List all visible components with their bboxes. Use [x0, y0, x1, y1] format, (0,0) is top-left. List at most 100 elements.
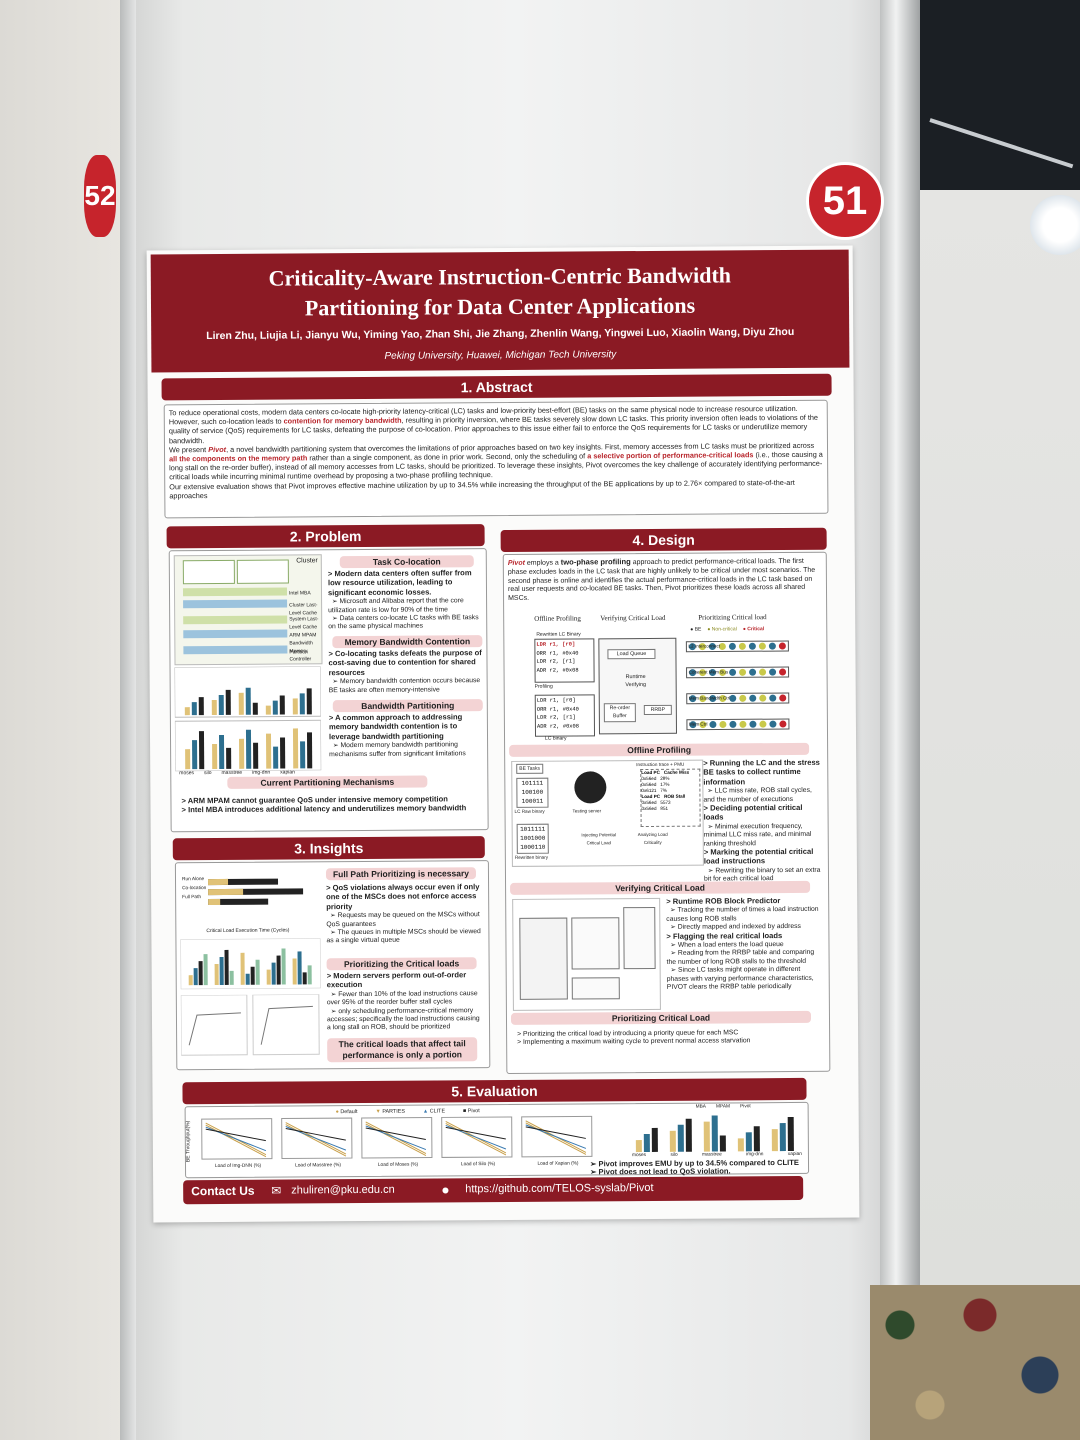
queue-entry [718, 642, 726, 650]
eval-bar [635, 1140, 642, 1153]
phase-offline: Offline Profiling [534, 614, 581, 623]
right-wall [920, 190, 1080, 1290]
problem-bar-charts [174, 666, 322, 772]
spotlight-lamp [1030, 195, 1080, 255]
queue-entry [689, 669, 697, 677]
queue-entry [738, 642, 746, 650]
title-line-2: Partitioning for Data Center Application… [304, 292, 696, 321]
queue-entry [699, 695, 707, 703]
eval-series-line [445, 1122, 507, 1156]
latency-bar [203, 954, 208, 986]
prioritizing-critical-text: > Prioritizing the critical load by intr… [517, 1029, 751, 1047]
rrbp-box: RRBP [643, 704, 672, 716]
problem-bar [265, 733, 272, 769]
queue-entry [699, 669, 707, 677]
queue-entry [699, 721, 707, 729]
pipeline-box: Load Queue Runtime Verifying Re-order Bu… [598, 637, 678, 735]
latency-bar [250, 966, 255, 985]
eval-bar [643, 1133, 650, 1153]
injecting-label: Injecting Potential Critical Load [581, 832, 617, 846]
insight-bar-segment [208, 878, 229, 886]
queue-entry [719, 720, 727, 728]
latency-bar [214, 963, 219, 986]
problem-bar [245, 729, 252, 769]
insight-bar-segment [208, 888, 244, 896]
problem-bar [272, 700, 278, 715]
latency-bar [307, 965, 312, 985]
task-colocation-text: > Modern data centers often suffer from … [327, 568, 479, 631]
problem-heading: 2. Problem [166, 524, 485, 549]
insights-section: Run Alone Co-location Full Path Critical L… [174, 860, 491, 1071]
latency-bar [229, 970, 234, 985]
queue-entry [778, 642, 786, 650]
eval-bar [651, 1127, 658, 1152]
profile-table: Load PC Cache Miss 0x56ed 28% 0x56ed 17% 0x… [640, 768, 701, 828]
queue-entry [769, 668, 777, 676]
affiliations: Peking University, Huawei, Michigan Tech… [384, 349, 617, 362]
critical-load-time-chart [179, 866, 321, 928]
poster: Criticality-Aware Instruction-Centric Ba… [146, 245, 860, 1223]
coherent-bus-bar [183, 615, 288, 625]
github-icon: ● [441, 1181, 450, 1198]
latency-bar [224, 949, 229, 985]
core-block-1 [182, 559, 235, 585]
bandwidth-partitioning-label: Bandwidth Partitioning [332, 699, 483, 713]
latency-bar [188, 975, 193, 986]
problem-bar [184, 707, 190, 716]
rewritten-lc-label: Rewritten LC Binary [536, 631, 581, 638]
problem-bar [191, 702, 197, 716]
load-queue-column [623, 906, 656, 970]
queue-entry [759, 668, 767, 676]
queue-entry [708, 643, 716, 651]
design-section: Pivot employs a two-phase profiling appr… [502, 551, 831, 1074]
insight-bar [208, 898, 269, 906]
mbc-text: > Co-locating tasks defeats the purpose … [328, 648, 482, 694]
bandwidth-ctrl-bar [183, 629, 288, 639]
problem-bar [198, 731, 205, 770]
queue-entry [749, 694, 757, 702]
memory-controller-bar [183, 645, 288, 655]
eval-bar [787, 1116, 794, 1152]
threshold-box [571, 977, 620, 1000]
load-queue-box: Load Queue [607, 648, 656, 660]
problem-bar [212, 743, 218, 770]
latency-bar [240, 952, 245, 985]
problem-bar [192, 740, 198, 770]
eval-bar [669, 1130, 676, 1152]
server-icon [574, 771, 607, 804]
eval-bar-chart [625, 1108, 802, 1155]
queue-entry [729, 694, 737, 702]
eval-bar [711, 1115, 718, 1152]
queue-entry [689, 695, 697, 703]
rewritten-lc-code: LDR r1, [r0] ORR r1, #0x40 LDR r2, [r1] ADR… [534, 638, 595, 683]
carpet [870, 1285, 1080, 1440]
queue-entry [709, 721, 717, 729]
eval-bar [685, 1118, 692, 1152]
github-link[interactable]: https://github.com/TELOS-syslab/Pivot [465, 1181, 654, 1196]
problem-bar [273, 746, 279, 769]
title-line-1: Criticality-Aware Instruction-Centric Ba… [268, 262, 732, 291]
latency-bar [255, 959, 260, 985]
problem-bar [245, 687, 251, 715]
rewritten-binary-bits: 1011111 1001000 1000110 [516, 823, 549, 854]
problem-bar [185, 749, 191, 770]
problem-bar [306, 732, 313, 769]
be-tasks-label: BE Tasks [516, 763, 544, 775]
queue-entry [729, 720, 737, 728]
contact-email[interactable]: zhuliren@pku.edu.cn [291, 1183, 395, 1197]
problem-bar [292, 698, 298, 715]
insight-bar-segment [208, 898, 221, 906]
mail-icon: ✉ [271, 1183, 282, 1198]
background-dark-area [920, 0, 1080, 200]
analyzing-label: Analyzing Load Criticality [637, 831, 668, 846]
queue-entry [709, 669, 717, 677]
bp-text: > A common approach to addressing memory… [328, 712, 466, 758]
core-pipeline-box [519, 917, 568, 1000]
problem-bar [198, 697, 204, 716]
eval-series-line [365, 1127, 426, 1141]
verifying-critical-load-label: Verifying Critical Load [510, 880, 811, 895]
testing-server-label: Testing server [572, 808, 602, 814]
problem-bar [225, 689, 231, 715]
authors: Liren Zhu, Liujia Li, Jianyu Wu, Yiming … [206, 325, 795, 343]
booth-number-51: 51 [806, 162, 884, 240]
